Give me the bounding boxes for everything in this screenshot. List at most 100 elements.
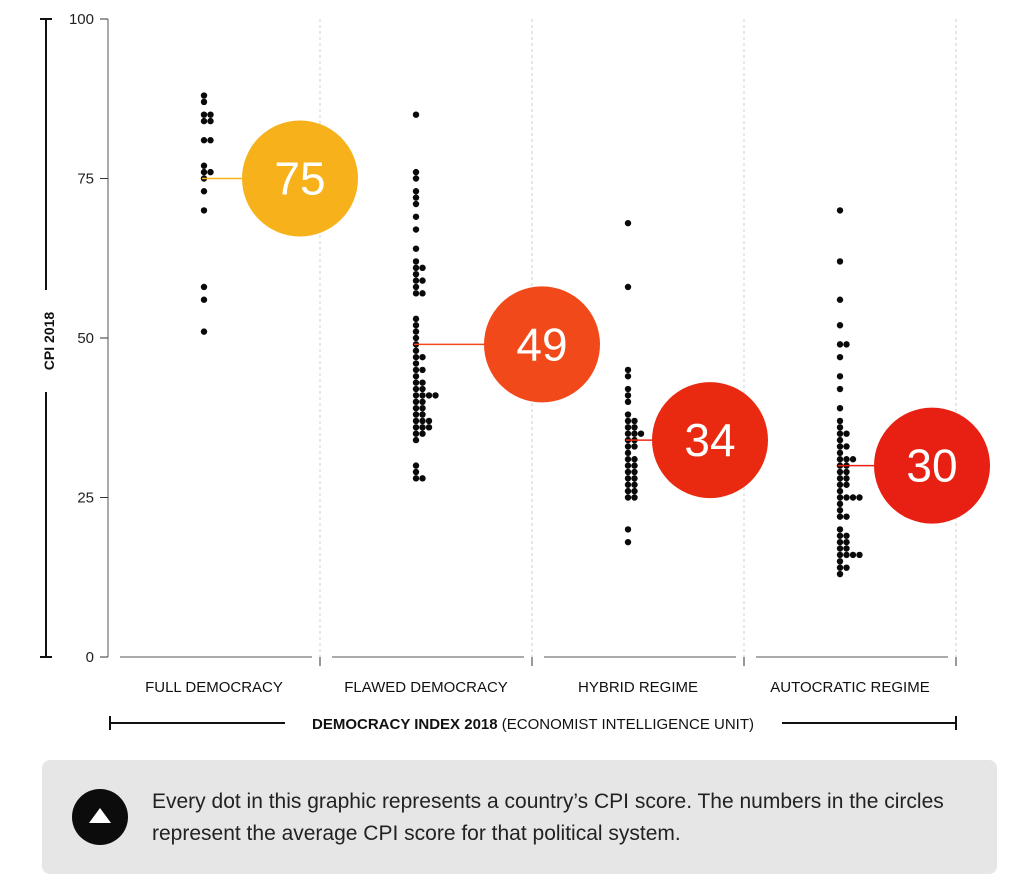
data-point <box>836 481 844 488</box>
data-point <box>412 404 420 412</box>
data-point <box>843 564 850 571</box>
average-label: 49 <box>516 318 567 370</box>
axes: 0 25 50 75 100 CPI 2018 <box>40 11 957 666</box>
data-point <box>836 487 844 495</box>
data-point <box>412 417 420 425</box>
data-point <box>836 353 844 361</box>
data-point <box>836 538 844 546</box>
x-category-label: FULL DEMOCRACY <box>145 679 283 696</box>
data-point <box>412 111 420 118</box>
y-tick-label: 0 <box>86 649 94 666</box>
data-point <box>419 353 426 361</box>
data-point <box>412 436 420 444</box>
data-point <box>836 296 844 303</box>
data-point <box>843 545 850 552</box>
data-point <box>432 392 439 399</box>
data-point <box>836 443 844 450</box>
data-point <box>200 168 208 176</box>
data-point <box>631 456 638 463</box>
data-point <box>631 475 638 482</box>
data-point <box>412 398 420 405</box>
data-point <box>836 570 844 578</box>
data-point <box>624 219 632 227</box>
data-point <box>843 443 850 450</box>
x-category-label: HYBRID REGIME <box>578 679 698 696</box>
averages: 75 49 34 30 <box>202 120 990 524</box>
info-note: Every dot in this graphic represents a c… <box>42 760 997 874</box>
data-point <box>849 456 857 463</box>
data-point <box>200 117 208 125</box>
data-point <box>836 507 844 514</box>
data-point <box>624 462 632 469</box>
data-point <box>836 424 844 431</box>
data-point <box>419 379 426 386</box>
data-point <box>419 417 426 425</box>
y-tick-label: 75 <box>77 171 94 188</box>
data-point <box>843 513 850 520</box>
data-point <box>836 532 844 539</box>
data-point <box>836 494 844 501</box>
data-point <box>200 188 208 195</box>
y-axis-title: CPI 2018 <box>41 312 57 371</box>
data-point <box>200 283 208 291</box>
data-point <box>412 347 420 354</box>
data-point <box>843 494 850 501</box>
x-axis-title: DEMOCRACY INDEX 2018 (ECONOMIST INTELLIG… <box>312 716 754 733</box>
data-point <box>836 513 844 520</box>
data-point <box>836 385 844 393</box>
data-point <box>207 111 214 118</box>
data-point <box>412 194 420 201</box>
data-point <box>624 398 632 405</box>
data-point <box>624 411 632 418</box>
data-point <box>836 475 844 482</box>
data-point <box>637 430 645 437</box>
data-point <box>412 188 420 195</box>
note-text: Every dot in this graphic represents a c… <box>152 790 944 845</box>
data-point <box>419 366 426 374</box>
data-point <box>412 226 420 233</box>
labels: FULL DEMOCRACY FLAWED DEMOCRACY HYBRID REG… <box>109 679 957 733</box>
data-point <box>412 334 420 342</box>
data-point <box>419 392 426 399</box>
data-point <box>412 290 420 297</box>
data-point <box>207 117 214 125</box>
data-point <box>624 538 632 546</box>
data-point <box>425 424 433 431</box>
chart: 0 25 50 75 100 CPI 2018 75 49 34 30 FULL DEMOCRA… <box>40 11 990 733</box>
average-circle <box>242 120 358 237</box>
data-point <box>200 137 208 144</box>
data-point <box>412 430 420 437</box>
data-point <box>419 398 426 405</box>
data-point <box>412 385 420 393</box>
data-point <box>631 443 638 450</box>
average-label: 30 <box>906 440 957 492</box>
data-point <box>412 392 420 399</box>
data-point <box>412 175 420 182</box>
data-point <box>836 430 844 437</box>
average-label: 75 <box>274 153 325 205</box>
data-point <box>836 436 844 444</box>
data-point <box>843 341 850 348</box>
data-point <box>412 424 420 431</box>
data-point <box>419 264 426 272</box>
data-point <box>843 430 850 437</box>
data-point <box>843 538 850 546</box>
data-point <box>419 290 426 297</box>
data-point <box>412 315 420 323</box>
average-circle <box>874 407 990 524</box>
data-point <box>631 468 638 476</box>
data-point <box>843 532 850 539</box>
triangle-up-icon <box>72 789 128 845</box>
data-point <box>624 385 632 393</box>
data-point <box>624 494 632 501</box>
data-point <box>631 417 638 425</box>
data-point <box>412 277 420 284</box>
data-point <box>843 468 850 476</box>
data-point <box>425 392 433 399</box>
data-point <box>624 283 632 291</box>
data-point <box>412 168 420 176</box>
data-point <box>419 404 426 412</box>
data-point <box>412 411 420 418</box>
data-point <box>412 360 420 367</box>
data-point <box>631 430 638 437</box>
